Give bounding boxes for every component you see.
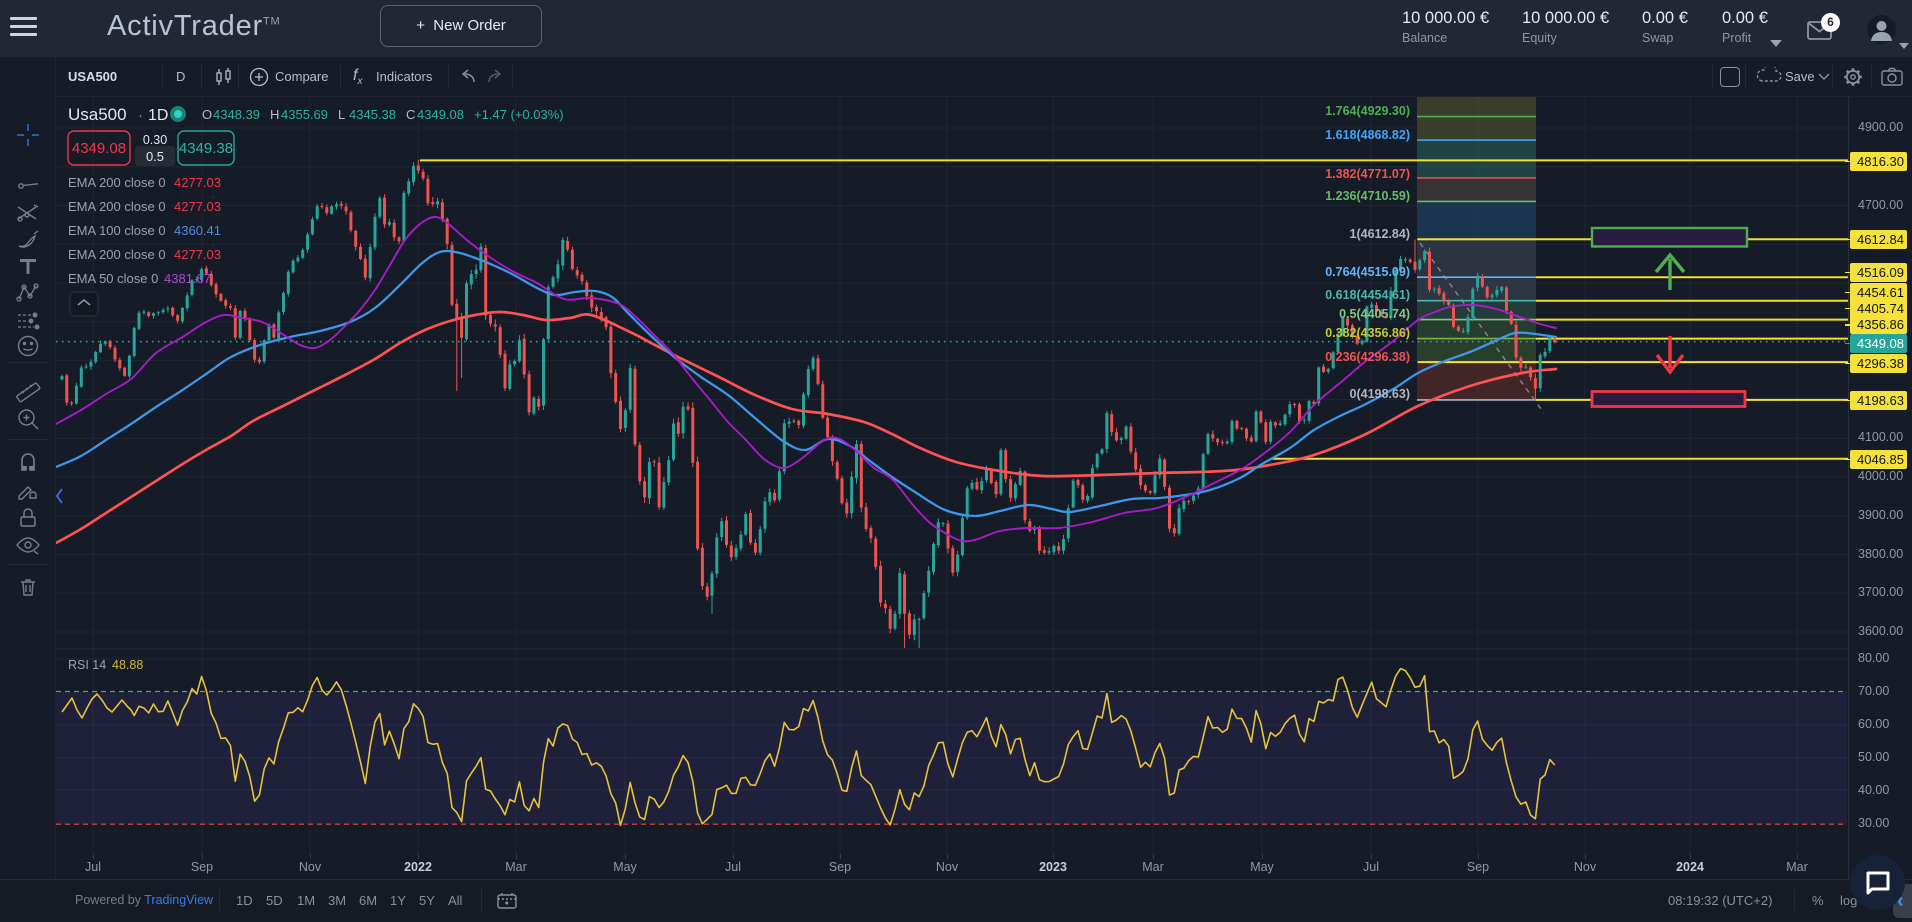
svg-text:EMA 200 close 0: EMA 200 close 0	[68, 199, 166, 214]
svg-text:H: H	[270, 107, 279, 122]
svg-text:EMA 200 close 0: EMA 200 close 0	[68, 175, 166, 190]
svg-text:O: O	[202, 107, 212, 122]
svg-text:C: C	[406, 107, 415, 122]
svg-text:4277.03: 4277.03	[174, 247, 221, 262]
svg-text:4348.39: 4348.39	[213, 107, 260, 122]
svg-text:4355.69: 4355.69	[281, 107, 328, 122]
svg-text:4349.38: 4349.38	[179, 140, 233, 157]
svg-text:4277.03: 4277.03	[174, 175, 221, 190]
svg-text:4360.41: 4360.41	[174, 223, 221, 238]
svg-text:RSI 14: RSI 14	[68, 658, 106, 672]
svg-text:0(4198.63): 0(4198.63)	[1350, 387, 1410, 401]
svg-text:0.618(4454.61): 0.618(4454.61)	[1325, 288, 1410, 302]
svg-text:L: L	[338, 107, 345, 122]
svg-text:4345.38: 4345.38	[349, 107, 396, 122]
svg-text:1D: 1D	[148, 107, 168, 124]
svg-text:+1.47 (+0.03%): +1.47 (+0.03%)	[474, 107, 564, 122]
svg-text:4349.08: 4349.08	[72, 140, 126, 157]
svg-text:4349.08: 4349.08	[417, 107, 464, 122]
svg-text:0.30: 0.30	[143, 133, 167, 147]
svg-text:0.382(4356.86): 0.382(4356.86)	[1325, 326, 1410, 340]
svg-text:0.5: 0.5	[146, 149, 164, 164]
svg-text:EMA 200 close 0: EMA 200 close 0	[68, 247, 166, 262]
svg-text:0.236(4296.38): 0.236(4296.38)	[1325, 350, 1410, 364]
svg-text:1.236(4710.59): 1.236(4710.59)	[1325, 189, 1410, 203]
svg-text:·: ·	[138, 107, 143, 124]
svg-text:4277.03: 4277.03	[174, 199, 221, 214]
svg-text:4381.67: 4381.67	[164, 271, 211, 286]
svg-text:0.764(4515.09): 0.764(4515.09)	[1325, 265, 1410, 279]
svg-text:0.5(4405.74): 0.5(4405.74)	[1339, 307, 1410, 321]
svg-text:1.764(4929.30): 1.764(4929.30)	[1325, 104, 1410, 118]
svg-text:EMA 50 close 0: EMA 50 close 0	[68, 271, 158, 286]
svg-text:EMA 100 close 0: EMA 100 close 0	[68, 223, 166, 238]
svg-text:1(4612.84): 1(4612.84)	[1350, 227, 1410, 241]
svg-text:Usa500: Usa500	[68, 105, 127, 124]
svg-text:1.382(4771.07): 1.382(4771.07)	[1325, 167, 1410, 181]
svg-text:1.618(4868.82): 1.618(4868.82)	[1325, 128, 1410, 142]
svg-text:48.88: 48.88	[112, 658, 143, 672]
